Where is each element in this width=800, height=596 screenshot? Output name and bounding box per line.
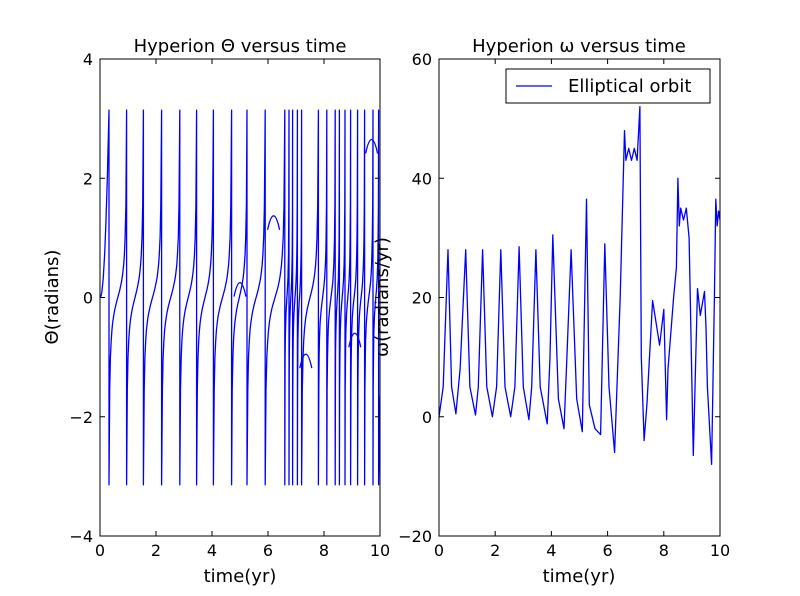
omega-series-line (439, 106, 720, 466)
omega-x-axis-label: time(yr) (543, 566, 616, 587)
theta-x-tick-label: 10 (370, 541, 390, 560)
theta-series-line (100, 109, 380, 486)
omega-x-tick-label: 10 (710, 541, 730, 560)
omega-y-tick-label: 40 (412, 169, 432, 188)
theta-x-tick-label: 4 (207, 541, 217, 560)
omega-y-tick-label: 0 (422, 408, 432, 427)
omega-chart-title: Hyperion ω versus time (472, 36, 686, 57)
omega-chart: Hyperion ω versus time 0 2 4 6 8 10−200204060… (372, 36, 730, 587)
theta-series (100, 109, 380, 486)
theta-x-tick-label: 6 (263, 541, 273, 560)
theta-series-bump (233, 281, 247, 297)
theta-x-tick-label: 8 (319, 541, 329, 560)
theta-y-tick-label: −2 (69, 408, 93, 427)
legend-label: Elliptical orbit (568, 76, 691, 97)
omega-y-axis-label: ω(radians/yr) (372, 237, 393, 357)
theta-y-tick-label: 2 (83, 169, 93, 188)
theta-chart: Hyperion Θ versus time 0 2 4 6 8 10 −4 −2 0 2 4 ti… (42, 36, 390, 587)
theta-y-axis-label: Θ(radians) (42, 250, 63, 345)
omega-series (439, 106, 720, 466)
omega-plot-frame (438, 58, 721, 537)
omega-x-tick-label: 2 (490, 541, 500, 560)
theta-series-bump (348, 332, 362, 348)
omega-x-tick-label: 6 (603, 541, 613, 560)
omega-x-tick-label: 0 (434, 541, 444, 560)
theta-y-tick-label: −4 (69, 527, 93, 546)
theta-series-bump (364, 138, 379, 154)
omega-x-tick-label: 4 (546, 541, 556, 560)
theta-y-tick-label: 4 (83, 50, 93, 69)
theta-plot-frame (99, 58, 381, 537)
theta-series-bump (299, 353, 313, 369)
theta-x-tick-label: 2 (151, 541, 161, 560)
theta-series-bump (266, 215, 281, 230)
theta-x-tick-label: 0 (95, 541, 105, 560)
omega-y-tick-label: −20 (398, 527, 432, 546)
theta-chart-title: Hyperion Θ versus time (134, 36, 347, 57)
theta-x-axis-label: time(yr) (204, 566, 277, 587)
omega-x-tick-label: 8 (659, 541, 669, 560)
omega-y-tick-label: 60 (412, 50, 432, 69)
legend: Elliptical orbit (505, 68, 711, 104)
omega-y-tick-label: 20 (412, 289, 432, 308)
theta-y-tick-label: 0 (83, 289, 93, 308)
